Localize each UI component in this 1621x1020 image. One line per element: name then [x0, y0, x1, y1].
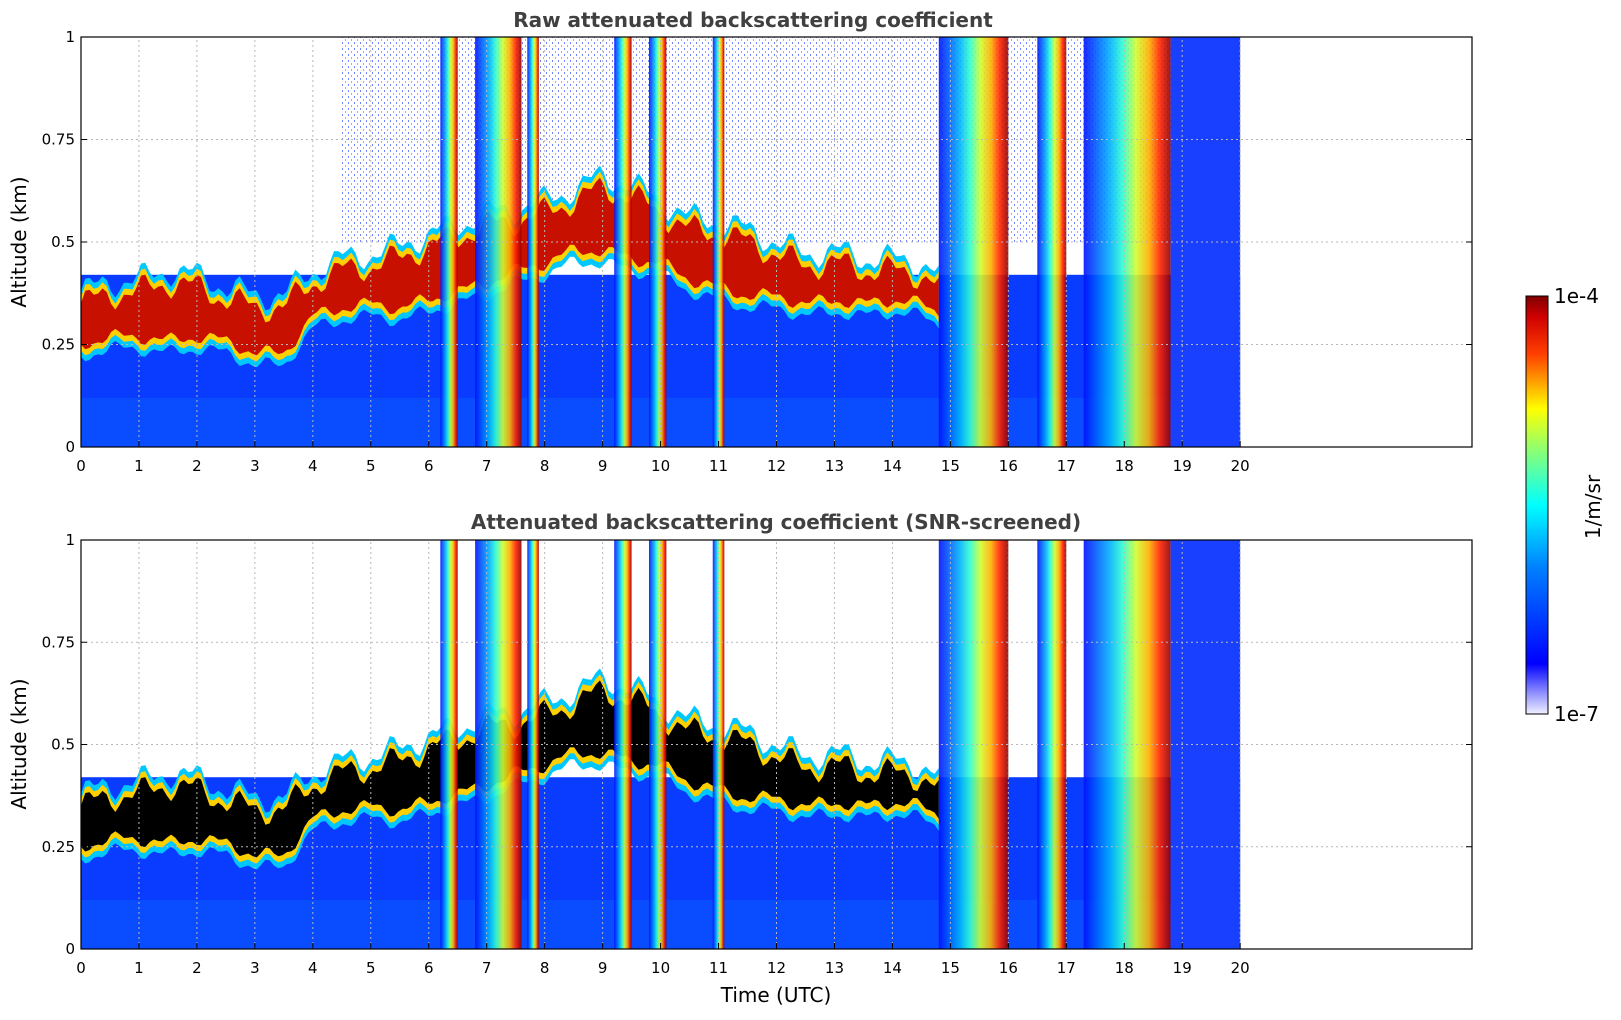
x-tick-label: 15	[941, 457, 960, 475]
bottom-panel: Attenuated backscattering coefficient (S…	[7, 510, 1473, 1007]
precip-band	[440, 540, 458, 949]
x-tick-label: 15	[941, 959, 960, 977]
heatmap-image	[81, 37, 1241, 447]
y-tick-label: 0.75	[42, 633, 75, 651]
x-tick-label: 2	[192, 959, 202, 977]
y-tick-label: 0.5	[51, 233, 75, 251]
x-tick-label: 11	[709, 457, 728, 475]
x-ticks: 0 1 2 3 4 5 6 7 8 9 10 11 12 13 14 15 16 17 18 19 20	[76, 441, 1250, 475]
x-tick-label: 13	[825, 959, 844, 977]
x-ticks: 0 1 2 3 4 5 6 7 8 9 10 11 12 13 14 15 16 17 18 19 20	[76, 943, 1250, 977]
x-tick-label: 10	[651, 457, 670, 475]
x-tick-label: 20	[1231, 959, 1250, 977]
top-panel: Raw attenuated backscattering coefficien…	[7, 8, 1473, 475]
x-tick-label: 10	[651, 959, 670, 977]
gridlines	[81, 540, 1472, 949]
y-ticks: 0 0.25 0.5 0.75 1	[42, 28, 1472, 456]
x-tick-label: 9	[598, 457, 608, 475]
y-tick-label: 1	[65, 531, 75, 549]
x-tick-label: 8	[540, 457, 550, 475]
colorbar-scale	[1525, 295, 1549, 715]
x-tick-label: 18	[1115, 959, 1134, 977]
precip-band	[440, 37, 458, 447]
x-tick-label: 19	[1173, 457, 1192, 475]
x-tick-label: 9	[598, 959, 608, 977]
x-tick-label: 8	[540, 959, 550, 977]
x-tick-label: 18	[1115, 457, 1134, 475]
x-tick-label: 6	[424, 457, 434, 475]
y-tick-label: 0.25	[42, 336, 75, 354]
x-tick-label: 14	[883, 959, 902, 977]
y-tick-label: 0	[65, 940, 75, 958]
x-tick-label: 3	[250, 959, 260, 977]
x-tick-label: 1	[134, 457, 144, 475]
y-tick-label: 0.5	[51, 736, 75, 754]
x-tick-label: 7	[482, 959, 492, 977]
x-tick-label: 5	[366, 959, 376, 977]
x-tick-label: 19	[1173, 959, 1192, 977]
y-tick-label: 1	[65, 28, 75, 46]
precip-band	[712, 540, 725, 949]
y-tick-label: 0.25	[42, 838, 75, 856]
x-tick-label: 0	[76, 457, 86, 475]
x-tick-label: 1	[134, 959, 144, 977]
x-tick-label: 17	[1057, 457, 1076, 475]
x-tick-label: 20	[1231, 457, 1250, 475]
colorbar-unit-label: 1/m/sr	[1581, 474, 1605, 539]
y-tick-label: 0.75	[42, 131, 75, 149]
x-tick-label: 2	[192, 457, 202, 475]
x-tick-label: 4	[308, 959, 318, 977]
x-tick-label: 11	[709, 959, 728, 977]
x-tick-label: 12	[767, 457, 786, 475]
colorbar-max-label: 1e-4	[1554, 284, 1599, 308]
x-tick-label: 12	[767, 959, 786, 977]
x-tick-label: 16	[999, 959, 1018, 977]
gridlines	[81, 37, 1472, 447]
x-tick-label: 14	[883, 457, 902, 475]
x-tick-label: 4	[308, 457, 318, 475]
colorbar: 1e-4 1e-7 1/m/sr	[1525, 284, 1605, 726]
x-tick-label: 3	[250, 457, 260, 475]
x-tick-label: 7	[482, 457, 492, 475]
y-tick-label: 0	[65, 438, 75, 456]
x-tick-label: 6	[424, 959, 434, 977]
chart-title: Raw attenuated backscattering coefficien…	[513, 8, 993, 32]
y-ticks: 0 0.25 0.5 0.75 1	[42, 531, 1472, 958]
x-axis-label: Time (UTC)	[720, 983, 832, 1007]
y-axis-label: Altitude (km)	[7, 678, 31, 809]
x-tick-label: 17	[1057, 959, 1076, 977]
x-tick-label: 5	[366, 457, 376, 475]
colorbar-min-label: 1e-7	[1554, 702, 1599, 726]
x-tick-label: 16	[999, 457, 1018, 475]
y-axis-label: Altitude (km)	[7, 176, 31, 307]
chart-title: Attenuated backscattering coefficient (S…	[471, 510, 1081, 534]
precip-band	[527, 540, 539, 949]
x-tick-label: 13	[825, 457, 844, 475]
precip-band	[527, 37, 539, 447]
x-tick-label: 0	[76, 959, 86, 977]
